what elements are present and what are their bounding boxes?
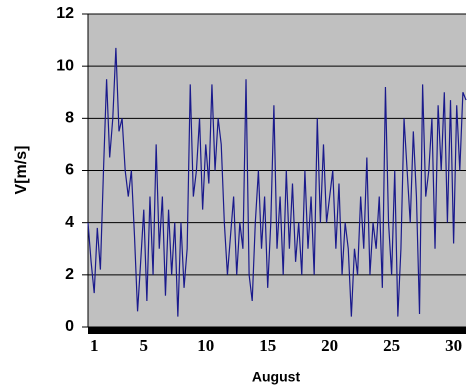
y-tick-label: 2 [65, 266, 74, 283]
x-axis-bar [88, 327, 466, 334]
data-line [87, 47, 467, 317]
x-tick-label: 20 [321, 336, 338, 355]
y-tick-label: 12 [56, 5, 74, 22]
x-tick-label: 25 [383, 336, 400, 355]
x-axis-label: August [252, 369, 301, 385]
x-tick-label: 5 [140, 336, 149, 355]
y-tick-label: 10 [56, 57, 74, 74]
y-tick-label: 6 [65, 162, 74, 179]
x-tick-label: 30 [445, 336, 462, 355]
y-axis-label: V[m/s] [13, 146, 30, 195]
y-tick-label: 4 [65, 214, 74, 231]
y-tick-label: 0 [65, 318, 74, 335]
y-tick-label: 8 [65, 110, 74, 127]
x-tick-label: 10 [197, 336, 214, 355]
x-tick-label: 1 [90, 336, 99, 355]
x-tick-label: 15 [259, 336, 276, 355]
